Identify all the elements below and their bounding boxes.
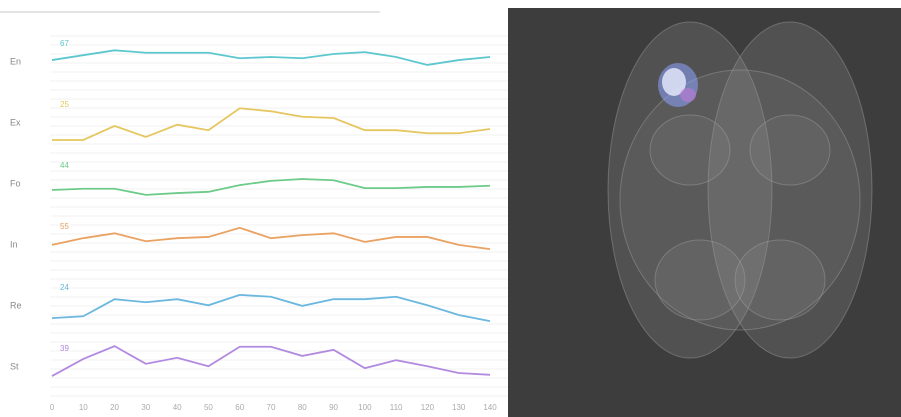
badge: 25 bbox=[60, 100, 69, 109]
badge: 44 bbox=[60, 161, 69, 170]
row-label: Re bbox=[10, 300, 22, 310]
lobe bbox=[655, 240, 745, 320]
x-tick-label: 130 bbox=[452, 403, 466, 412]
badge: 24 bbox=[60, 283, 69, 292]
x-tick-label: 100 bbox=[358, 403, 372, 412]
background-stripes bbox=[50, 36, 508, 396]
x-tick-label: 60 bbox=[235, 403, 244, 412]
brain bbox=[608, 22, 872, 358]
x-tick-label: 120 bbox=[421, 403, 435, 412]
x-tick-label: 90 bbox=[329, 403, 338, 412]
x-tick-label: 10 bbox=[79, 403, 88, 412]
badge: 39 bbox=[60, 344, 69, 353]
x-tick-label: 20 bbox=[110, 403, 119, 412]
x-tick-label: 80 bbox=[298, 403, 307, 412]
lobe bbox=[735, 240, 825, 320]
row-label: In bbox=[10, 239, 18, 249]
x-tick-label: 50 bbox=[204, 403, 213, 412]
row-label: St bbox=[10, 361, 19, 371]
x-tick-label: 0 bbox=[50, 403, 55, 412]
fiber-cluster bbox=[658, 63, 698, 107]
x-tick-label: 30 bbox=[141, 403, 150, 412]
lobe bbox=[650, 115, 730, 185]
page: {"chart_data": [ {"type": "line", "label… bbox=[0, 0, 901, 417]
x-tick-label: 110 bbox=[390, 403, 403, 412]
screen: En 67 Ex 25 Fo 44 In 55 Re 24 St 39 0 10 20 30 40 50 60 70 8… bbox=[0, 0, 901, 417]
cluster-part bbox=[680, 88, 696, 102]
row-label: Ex bbox=[10, 117, 21, 127]
row-label: En bbox=[10, 56, 21, 66]
x-tick-label: 140 bbox=[483, 403, 497, 412]
lobe bbox=[750, 115, 830, 185]
badge: 67 bbox=[60, 39, 69, 48]
x-tick-label: 70 bbox=[267, 403, 276, 412]
row-label: Fo bbox=[10, 178, 21, 188]
x-tick-label: 40 bbox=[173, 403, 182, 412]
badge: 55 bbox=[60, 222, 69, 231]
